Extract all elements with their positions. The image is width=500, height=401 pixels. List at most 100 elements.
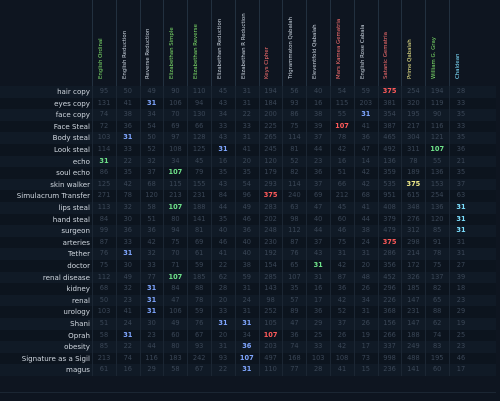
column-header[interactable]: Elizabethan R Reduction — [234, 0, 260, 86]
table-cell[interactable]: 202 — [258, 213, 282, 226]
table-cell[interactable]: 28 — [449, 86, 472, 98]
highlighted-cell[interactable]: 31 — [139, 294, 163, 307]
table-cell[interactable]: 36 — [330, 283, 353, 295]
table-row[interactable]: obesity 85 22 44 80 93 31 36 203 74 33 42 17 337 249 83… — [0, 341, 496, 353]
table-cell[interactable]: 98 — [258, 294, 282, 307]
table-cell[interactable]: 84 — [163, 283, 186, 295]
table-cell[interactable]: 29 — [139, 364, 163, 376]
table-cell[interactable]: 231 — [401, 306, 424, 318]
table-cell[interactable]: 42 — [353, 167, 377, 179]
table-cell[interactable]: 36 — [353, 132, 377, 144]
table-cell[interactable]: 359 — [377, 167, 401, 179]
table-cell[interactable]: 29 — [306, 318, 329, 330]
table-cell[interactable]: 51 — [92, 318, 115, 330]
table-cell[interactable]: 293 — [258, 178, 282, 191]
table-cell[interactable]: 408 — [377, 202, 401, 214]
highlighted-cell[interactable]: 36 — [234, 341, 258, 353]
table-cell[interactable]: 56 — [282, 86, 305, 98]
table-cell[interactable]: 68 — [139, 178, 163, 191]
table-cell[interactable]: 35 — [115, 167, 139, 179]
table-cell[interactable]: 33 — [234, 120, 258, 133]
table-cell[interactable]: 116 — [425, 120, 448, 133]
table-cell[interactable]: 47 — [163, 294, 186, 307]
table-cell[interactable]: 99 — [92, 225, 115, 237]
table-cell[interactable]: 54 — [234, 178, 258, 191]
table-cell[interactable]: 95 — [92, 86, 115, 98]
table-cell[interactable]: 20 — [234, 155, 258, 168]
table-cell[interactable]: 40 — [306, 86, 329, 98]
table-cell[interactable]: 41 — [211, 248, 234, 260]
table-cell[interactable]: 60 — [425, 364, 448, 376]
table-cell[interactable]: 59 — [187, 306, 210, 318]
table-cell[interactable]: 212 — [330, 190, 353, 202]
highlighted-cell[interactable]: 31 — [211, 318, 234, 330]
table-cell[interactable]: 19 — [449, 318, 472, 330]
table-cell[interactable]: 36 — [115, 120, 139, 133]
highlighted-cell[interactable]: 31 — [353, 109, 377, 121]
table-cell[interactable]: 120 — [139, 190, 163, 202]
table-cell[interactable]: 43 — [211, 97, 234, 110]
table-cell[interactable]: 50 — [92, 294, 115, 307]
table-cell[interactable]: 30 — [115, 260, 139, 272]
table-cell[interactable]: 30 — [139, 318, 163, 330]
table-row[interactable]: eyes copy 131 41 31 106 94 43 31 184 93 16 115 203 38… — [0, 97, 496, 110]
table-cell[interactable]: 41 — [234, 144, 258, 156]
table-cell[interactable]: 31 — [234, 132, 258, 144]
table-cell[interactable]: 103 — [92, 306, 115, 318]
table-cell[interactable]: 46 — [330, 225, 353, 237]
table-cell[interactable]: 76 — [282, 248, 305, 260]
table-cell[interactable]: 70 — [163, 248, 186, 260]
table-cell[interactable]: 94 — [163, 225, 186, 237]
table-cell[interactable]: 114 — [282, 178, 305, 191]
table-row[interactable]: doctor 75 30 33 71 59 22 38 154 65 31 42 20 356 172 75 2… — [0, 260, 496, 272]
table-cell[interactable]: 31 — [353, 248, 377, 260]
table-cell[interactable]: 214 — [401, 248, 424, 260]
table-cell[interactable]: 34 — [234, 329, 258, 342]
table-cell[interactable]: 20 — [211, 329, 234, 342]
table-cell[interactable]: 147 — [401, 294, 424, 307]
highlighted-cell[interactable]: 107 — [425, 144, 448, 156]
table-cell[interactable]: 22 — [115, 155, 139, 168]
table-cell[interactable]: 19 — [353, 329, 377, 342]
table-cell[interactable]: 236 — [377, 364, 401, 376]
table-cell[interactable]: 14 — [353, 155, 377, 168]
table-row[interactable]: lips steal 113 32 58 107 188 44 49 283 63 47 45 41 40… — [0, 202, 496, 214]
table-cell[interactable]: 35 — [449, 132, 472, 144]
table-cell[interactable]: 230 — [258, 236, 282, 249]
table-cell[interactable]: 34 — [163, 155, 186, 168]
table-cell[interactable]: 37 — [306, 178, 329, 191]
table-cell[interactable]: 18 — [449, 283, 472, 295]
table-cell[interactable]: 34 — [139, 109, 163, 121]
table-cell[interactable]: 38 — [306, 109, 329, 121]
table-cell[interactable]: 36 — [115, 225, 139, 237]
table-cell[interactable]: 46 — [211, 236, 234, 249]
highlighted-cell[interactable]: 31 — [234, 364, 258, 376]
column-header[interactable]: English Reduction — [115, 0, 141, 86]
table-cell[interactable]: 75 — [163, 236, 186, 249]
table-cell[interactable]: 41 — [330, 364, 353, 376]
table-cell[interactable]: 80 — [163, 213, 186, 226]
table-cell[interactable]: 59 — [353, 86, 377, 98]
table-cell[interactable]: 17 — [306, 294, 329, 307]
highlighted-cell[interactable]: 31 — [234, 318, 258, 330]
table-cell[interactable]: 33 — [211, 120, 234, 133]
table-cell[interactable]: 285 — [258, 271, 282, 284]
highlighted-cell[interactable]: 375 — [258, 190, 282, 202]
table-cell[interactable]: 44 — [306, 225, 329, 237]
table-cell[interactable]: 20 — [353, 260, 377, 272]
column-header[interactable]: Keys Cipher — [258, 0, 284, 86]
column-header[interactable]: Elizabethan Reduction — [211, 0, 236, 86]
highlighted-cell[interactable]: 31 — [115, 248, 139, 260]
table-cell[interactable]: 156 — [377, 318, 401, 330]
table-cell[interactable]: 326 — [401, 271, 424, 284]
table-cell[interactable]: 35 — [282, 283, 305, 295]
table-cell[interactable]: 98 — [282, 213, 305, 226]
table-cell[interactable]: 115 — [163, 178, 186, 191]
table-cell[interactable]: 22 — [234, 109, 258, 121]
table-cell[interactable]: 86 — [282, 109, 305, 121]
table-cell[interactable]: 47 — [282, 318, 305, 330]
table-row[interactable]: urology 103 41 31 106 59 33 31 252 89 36 52 31 368 231… — [0, 306, 496, 318]
table-cell[interactable]: 40 — [234, 248, 258, 260]
table-cell[interactable]: 57 — [282, 294, 305, 307]
table-cell[interactable]: 23 — [115, 294, 139, 307]
